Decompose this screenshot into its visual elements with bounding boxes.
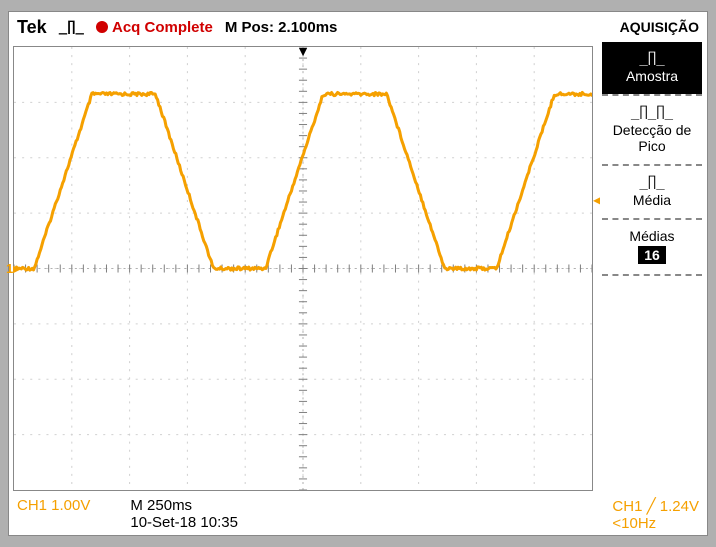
sample-mode-icon: _∏_ bbox=[604, 50, 700, 66]
trigger-readout: CH1 ╱ 1.24V <10Hz bbox=[612, 497, 699, 532]
trigger-level-marker-icon: ◂ bbox=[593, 191, 600, 208]
datetime: 10-Set-18 10:35 bbox=[130, 514, 238, 531]
rising-edge-icon: ╱ bbox=[647, 497, 656, 515]
waveform-canvas bbox=[14, 47, 592, 490]
timebase: M 250ms bbox=[130, 497, 192, 514]
timebase-block: M 250ms 10-Set-18 10:35 bbox=[130, 497, 238, 531]
menu-label: Média bbox=[633, 192, 671, 208]
menu-title: AQUISIÇÃO bbox=[620, 13, 699, 41]
graticule: ▼ 1▸ ◂ bbox=[13, 46, 593, 491]
bottom-bar: CH1 1.00V M 250ms 10-Set-18 10:35 CH1 ╱ … bbox=[9, 495, 707, 535]
oscilloscope-screen: Tek _∏_ Acq Complete M Pos: 2.100ms AQUI… bbox=[8, 11, 708, 536]
menu-label: Amostra bbox=[626, 68, 678, 84]
trig-frequency: <10Hz bbox=[612, 515, 656, 532]
top-bar: Tek _∏_ Acq Complete M Pos: 2.100ms AQUI… bbox=[9, 12, 707, 42]
record-dot-icon bbox=[96, 21, 108, 33]
menu-label: Detecção de Pico bbox=[613, 122, 692, 154]
menu-item-sample[interactable]: _∏_ Amostra bbox=[602, 42, 702, 94]
averages-value: 16 bbox=[638, 246, 666, 264]
m-position: M Pos: 2.100ms bbox=[225, 19, 338, 36]
average-mode-icon: _∏_ bbox=[604, 174, 700, 190]
trigger-position-marker-icon: ▼ bbox=[296, 43, 310, 59]
graticule-wrap: ▼ 1▸ ◂ bbox=[9, 42, 597, 495]
menu-item-average[interactable]: _∏_ Média bbox=[602, 166, 702, 218]
acq-status: Acq Complete bbox=[96, 19, 213, 36]
peak-detect-icon: _∏_∏_ bbox=[604, 104, 700, 120]
side-menu: _∏_ Amostra _∏_∏_ Detecção de Pico _∏_ M… bbox=[597, 42, 707, 495]
brand-logo: Tek bbox=[17, 17, 47, 38]
trigger-glyph: _∏_ bbox=[59, 19, 84, 35]
ch1-scale: CH1 1.00V bbox=[17, 497, 90, 514]
menu-label: Médias bbox=[629, 228, 674, 244]
menu-separator bbox=[602, 274, 702, 276]
ch1-zero-marker: 1▸ bbox=[6, 261, 20, 277]
trig-channel: CH1 bbox=[612, 498, 642, 515]
main-area: ▼ 1▸ ◂ _∏_ Amostra _∏_∏_ Detecção de Pic… bbox=[9, 42, 707, 495]
acq-status-text: Acq Complete bbox=[112, 19, 213, 36]
menu-item-peak-detect[interactable]: _∏_∏_ Detecção de Pico bbox=[602, 96, 702, 164]
trig-level: 1.24V bbox=[660, 498, 699, 515]
menu-item-averages-count[interactable]: Médias 16 bbox=[602, 220, 702, 274]
